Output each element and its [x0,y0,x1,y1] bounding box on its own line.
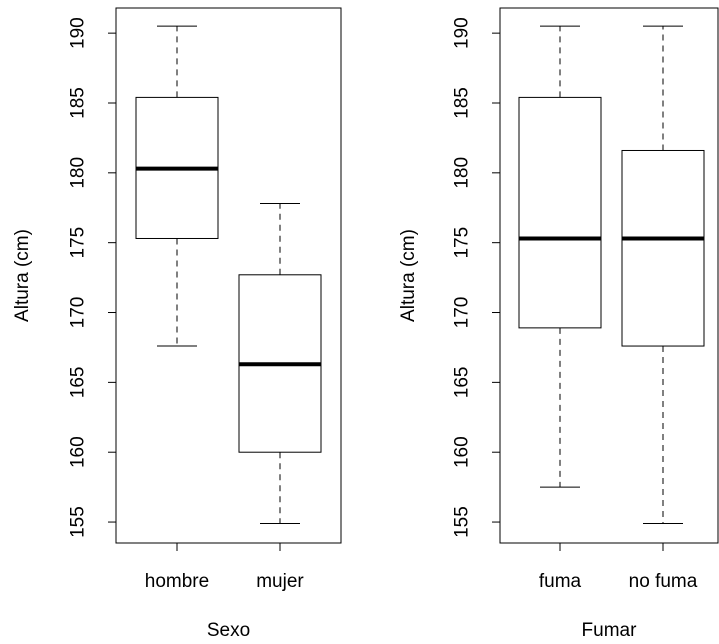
box-hombre [135,25,219,347]
y-tick-label: 180 [452,157,473,189]
y-axis-fumar: 155 160 165 170 175 180 185 190 [452,17,500,538]
y-tick-label: 175 [452,227,473,259]
y-tick-label: 185 [452,87,473,119]
x-axis-label-fumar: Fumar [582,620,638,641]
y-tick-label: 155 [452,506,473,538]
x-tick-label: hombre [145,571,209,592]
boxes-fumar [518,25,705,524]
y-tick-label: 160 [68,436,89,468]
x-axis-sexo: hombre mujer [145,543,304,592]
y-tick-label: 190 [452,17,473,49]
x-tick-label: mujer [256,571,304,592]
y-tick-label: 165 [68,367,89,399]
y-tick-label: 170 [452,297,473,329]
panel-fumar: 155 160 165 170 175 180 185 190 fuma no fuma Alt… [398,7,719,641]
x-tick-label: no fuma [629,571,698,592]
y-tick-label: 160 [452,436,473,468]
y-tick-label: 185 [68,87,89,119]
plot-frame-fumar [499,7,719,544]
y-tick-label: 155 [68,506,89,538]
box-no-fuma [621,25,705,524]
iqr-box [621,149,705,347]
y-tick-label: 180 [68,157,89,189]
y-axis-label-sexo: Altura (cm) [12,229,33,322]
box-mujer [238,203,322,524]
panel-sexo: 155 160 165 170 175 180 185 190 hombre mujer Alt… [12,7,342,641]
iqr-box [518,96,602,329]
x-axis-fumar: fuma no fuma [539,543,698,592]
y-tick-label: 170 [68,297,89,329]
plot-frame-sexo [115,7,342,544]
x-axis-label-sexo: Sexo [207,620,250,641]
y-tick-label: 175 [68,227,89,259]
y-axis-label-fumar: Altura (cm) [398,229,419,322]
boxes-sexo [135,25,322,524]
y-tick-label: 190 [68,17,89,49]
x-tick-label: fuma [539,571,582,592]
y-tick-label: 165 [452,367,473,399]
y-axis-sexo: 155 160 165 170 175 180 185 190 [68,17,116,538]
box-fuma [518,25,602,488]
